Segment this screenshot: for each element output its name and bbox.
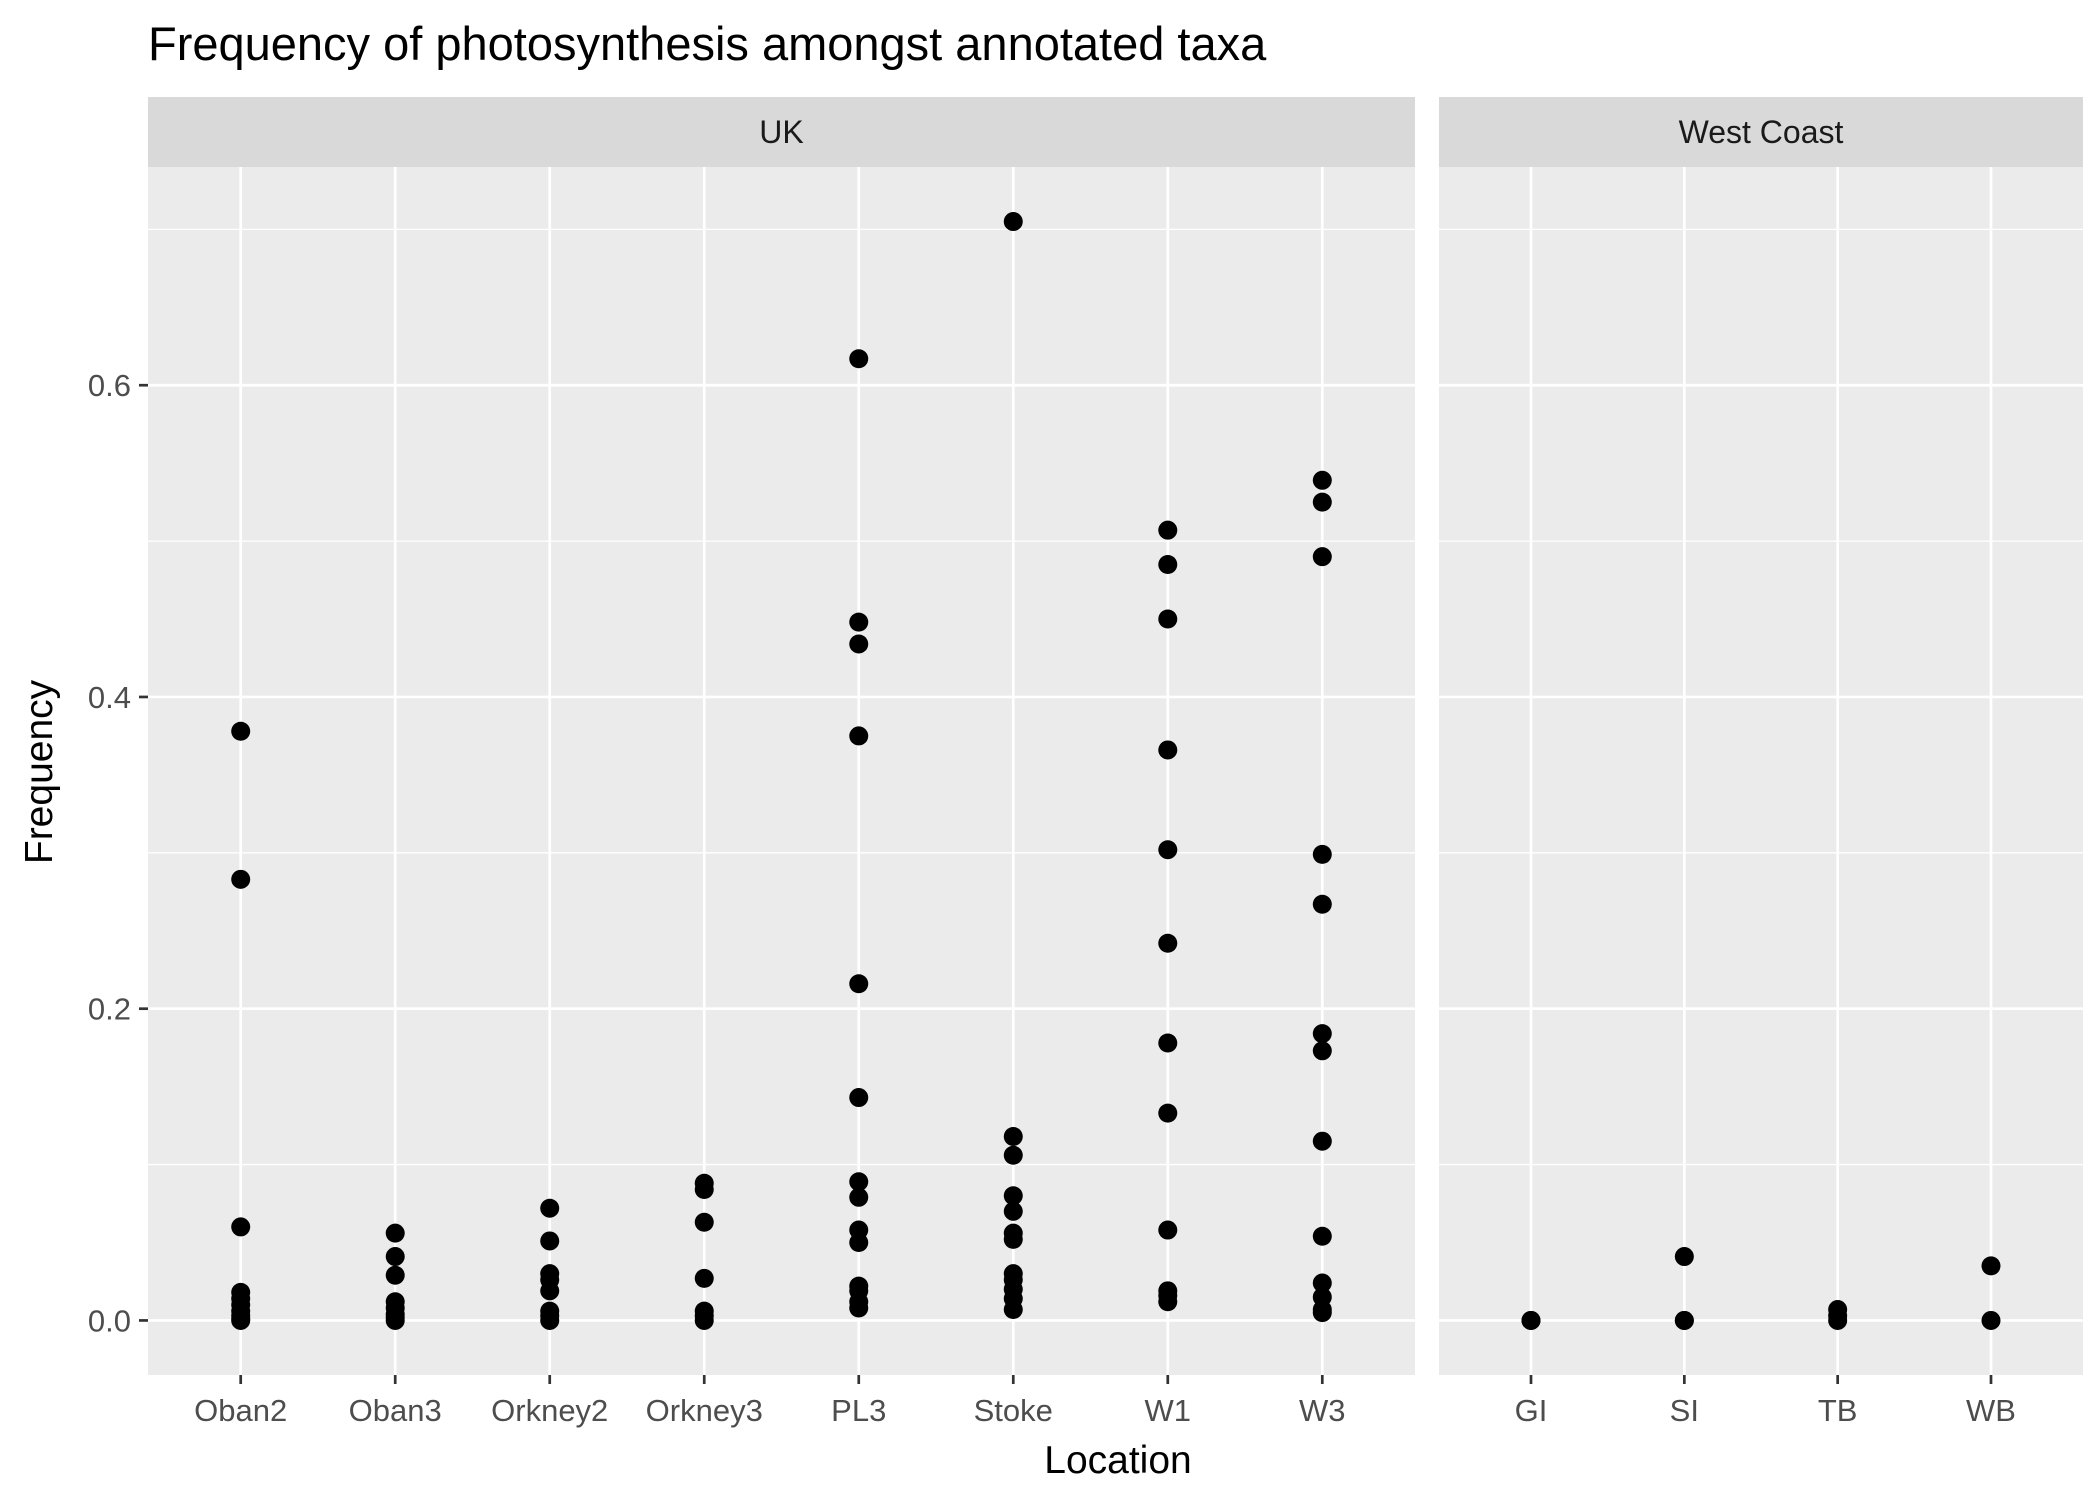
data-point [540, 1198, 560, 1218]
y-axis-title: Frequency [18, 679, 61, 864]
data-point [849, 1088, 869, 1108]
data-point [231, 869, 251, 889]
data-point [1158, 1220, 1178, 1240]
data-point [385, 1310, 405, 1330]
data-point [1312, 1303, 1332, 1323]
data-point [694, 1310, 714, 1330]
data-point [231, 1310, 251, 1330]
data-point [1003, 1127, 1023, 1147]
data-point [1981, 1310, 2001, 1330]
data-point [1312, 1024, 1332, 1044]
data-point [385, 1223, 405, 1243]
y-axis: 0.0 0.2 0.4 0.6 [88, 368, 148, 1338]
data-point [1521, 1310, 1541, 1330]
facet-uk: UK Oban2 Oban3 Orkney2 Orkney3 PL3 Stoke W1 W3 [148, 97, 1415, 1428]
data-point [1312, 1226, 1332, 1246]
data-point [1312, 1041, 1332, 1061]
chart-title: Frequency of photosynthesis amongst anno… [148, 17, 1267, 70]
data-point [540, 1231, 560, 1251]
data-point [1312, 894, 1332, 914]
x-tick-label: PL3 [831, 1393, 886, 1428]
data-point [540, 1281, 560, 1301]
x-tick-label: W1 [1145, 1393, 1192, 1428]
data-point [231, 721, 251, 741]
x-tick-label: Orkney3 [646, 1393, 763, 1428]
data-point [849, 1298, 869, 1318]
facet-strip-label: UK [759, 114, 803, 150]
data-point [1003, 1145, 1023, 1165]
y-tick-label: 0.6 [88, 368, 131, 403]
data-point [385, 1265, 405, 1285]
data-point [1312, 492, 1332, 512]
data-point [1158, 933, 1178, 953]
facet-strip-label: West Coast [1679, 114, 1844, 150]
y-tick-label: 0.0 [88, 1303, 131, 1338]
data-point [1312, 1273, 1332, 1293]
data-point [1674, 1310, 1694, 1330]
data-point [1003, 1229, 1023, 1249]
data-point [1158, 1292, 1178, 1312]
x-axis-title: Location [1044, 1439, 1191, 1482]
data-point [1003, 1300, 1023, 1320]
data-point [1674, 1247, 1694, 1267]
data-point [694, 1212, 714, 1232]
data-point [1158, 609, 1178, 629]
data-point [1828, 1310, 1848, 1330]
data-point [1158, 740, 1178, 760]
data-point [1158, 1033, 1178, 1053]
data-point [849, 1233, 869, 1253]
x-tick-label: TB [1818, 1393, 1858, 1428]
data-point [849, 1172, 869, 1192]
data-point [231, 1217, 251, 1237]
facet-strip [148, 97, 1415, 167]
x-tick-label: Oban2 [194, 1393, 287, 1428]
data-point [540, 1310, 560, 1330]
data-point [1158, 840, 1178, 860]
panel-background [1439, 167, 2083, 1375]
facet-west-coast: West Coast GI SI TB WB [1439, 97, 2083, 1428]
data-point [1312, 470, 1332, 490]
data-point [849, 1187, 869, 1207]
data-point [694, 1180, 714, 1200]
x-tick-label: Orkney2 [491, 1393, 608, 1428]
data-point [1003, 1201, 1023, 1221]
x-tick-label: GI [1515, 1393, 1548, 1428]
data-point [849, 726, 869, 746]
x-tick-label: Stoke [974, 1393, 1053, 1428]
data-point [849, 974, 869, 994]
panel-background [148, 167, 1415, 1375]
facet-strip [1439, 97, 2083, 167]
data-point [1312, 844, 1332, 864]
data-point [1158, 1103, 1178, 1123]
x-tick-label: W3 [1299, 1393, 1346, 1428]
data-point [694, 1268, 714, 1288]
data-point [1158, 554, 1178, 574]
facet-panels: UK Oban2 Oban3 Orkney2 Orkney3 PL3 Stoke W1 W3 We… [148, 97, 2083, 1428]
x-tick-label: Oban3 [349, 1393, 442, 1428]
y-tick-label: 0.2 [88, 992, 131, 1027]
data-point [385, 1247, 405, 1267]
data-point [1158, 520, 1178, 540]
data-point [1312, 547, 1332, 567]
data-point [1003, 212, 1023, 232]
data-point [849, 634, 869, 654]
x-tick-label: WB [1966, 1393, 2016, 1428]
data-point [1312, 1131, 1332, 1151]
data-point [1981, 1256, 2001, 1276]
data-point [1003, 1186, 1023, 1206]
x-tick-label: SI [1670, 1393, 1699, 1428]
data-point [849, 612, 869, 632]
data-point [849, 349, 869, 369]
y-tick-label: 0.4 [88, 680, 131, 715]
